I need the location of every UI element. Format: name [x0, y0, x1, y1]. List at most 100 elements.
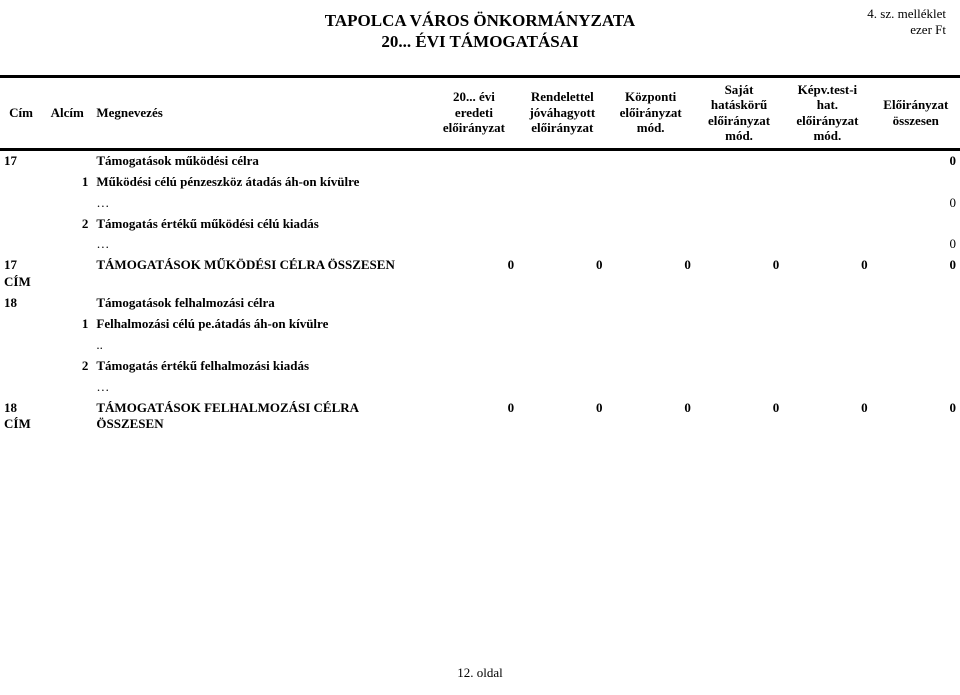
cell-value: [872, 214, 960, 235]
cell-value: [783, 335, 871, 356]
cell-alcim: [42, 398, 92, 436]
cell-value: [606, 214, 694, 235]
cell-value: [695, 193, 783, 214]
cell-value: 0: [783, 398, 871, 436]
cell-value: [695, 335, 783, 356]
attachment-line-1: 4. sz. melléklet: [867, 6, 946, 22]
cell-value: [695, 293, 783, 314]
attachment-note: 4. sz. melléklet ezer Ft: [867, 6, 946, 39]
cell-value: [518, 234, 606, 255]
cell-value: [783, 314, 871, 335]
col-header-cim: Cím: [0, 76, 42, 149]
table-header: Cím Alcím Megnevezés 20... évi eredeti e…: [0, 76, 960, 149]
cell-value: 0: [872, 234, 960, 255]
cell-cim: [0, 214, 42, 235]
table-row: …0: [0, 193, 960, 214]
cell-alcim: [42, 234, 92, 255]
col-header-c6: Előirányzat összesen: [872, 76, 960, 149]
cell-value: [872, 356, 960, 377]
cell-alcim: [42, 293, 92, 314]
cell-megnevezes: ..: [92, 335, 429, 356]
col-header-alcim: Alcím: [42, 76, 92, 149]
table-row: 2Támogatás értékű működési célú kiadás: [0, 214, 960, 235]
cell-value: [606, 356, 694, 377]
cell-cim: [0, 193, 42, 214]
cell-value: [606, 377, 694, 398]
cell-megnevezes: TÁMOGATÁSOK MŰKÖDÉSI CÉLRA ÖSSZESEN: [92, 255, 429, 293]
cell-alcim: 2: [42, 214, 92, 235]
cell-value: [872, 172, 960, 193]
attachment-line-2: ezer Ft: [867, 22, 946, 38]
cell-value: [783, 377, 871, 398]
cell-value: [430, 193, 518, 214]
cell-value: [518, 172, 606, 193]
cell-cim: [0, 314, 42, 335]
cell-value: 0: [872, 255, 960, 293]
table-row: ..: [0, 335, 960, 356]
cell-value: [430, 293, 518, 314]
cell-value: [518, 293, 606, 314]
cell-value: [872, 293, 960, 314]
data-table: Cím Alcím Megnevezés 20... évi eredeti e…: [0, 75, 960, 436]
cell-value: [872, 377, 960, 398]
table-row: 1Működési célú pénzeszköz átadás áh-on k…: [0, 172, 960, 193]
cell-value: [783, 293, 871, 314]
cell-value: [518, 335, 606, 356]
document-page: TAPOLCA VÁROS ÖNKORMÁNYZATA 20... ÉVI TÁ…: [0, 0, 960, 695]
cell-value: [606, 234, 694, 255]
table-row: 18 CÍMTÁMOGATÁSOK FELHALMOZÁSI CÉLRA ÖSS…: [0, 398, 960, 436]
cell-value: [518, 149, 606, 171]
cell-value: [695, 314, 783, 335]
cell-value: [695, 149, 783, 171]
title-block: TAPOLCA VÁROS ÖNKORMÁNYZATA 20... ÉVI TÁ…: [0, 10, 960, 53]
cell-cim: 17: [0, 149, 42, 171]
table-row: 17 CÍMTÁMOGATÁSOK MŰKÖDÉSI CÉLRA ÖSSZESE…: [0, 255, 960, 293]
cell-megnevezes: …: [92, 234, 429, 255]
cell-megnevezes: …: [92, 377, 429, 398]
table-row: 2Támogatás értékű felhalmozási kiadás: [0, 356, 960, 377]
cell-value: [518, 193, 606, 214]
cell-value: 0: [695, 255, 783, 293]
cell-megnevezes: Támogatás értékű működési célú kiadás: [92, 214, 429, 235]
cell-alcim: 2: [42, 356, 92, 377]
cell-cim: 18: [0, 293, 42, 314]
cell-value: 0: [606, 255, 694, 293]
cell-value: 0: [430, 255, 518, 293]
cell-value: [783, 356, 871, 377]
cell-cim: [0, 172, 42, 193]
cell-value: [430, 335, 518, 356]
cell-value: 0: [872, 398, 960, 436]
col-header-c5: Képv.test-i hat. előirányzat mód.: [783, 76, 871, 149]
table-row: …0: [0, 234, 960, 255]
cell-value: [695, 214, 783, 235]
cell-value: [695, 234, 783, 255]
cell-value: [518, 214, 606, 235]
cell-value: 0: [518, 398, 606, 436]
cell-value: [872, 314, 960, 335]
cell-cim: [0, 234, 42, 255]
cell-cim: 18 CÍM: [0, 398, 42, 436]
cell-value: 0: [606, 398, 694, 436]
table-row: 18Támogatások felhalmozási célra: [0, 293, 960, 314]
title-line-2: 20... ÉVI TÁMOGATÁSAI: [0, 31, 960, 52]
cell-value: [430, 149, 518, 171]
cell-megnevezes: Támogatások működési célra: [92, 149, 429, 171]
table-row: …: [0, 377, 960, 398]
cell-value: 0: [695, 398, 783, 436]
col-header-c3: Központi előirányzat mód.: [606, 76, 694, 149]
col-header-c4: Saját hatáskörű előirányzat mód.: [695, 76, 783, 149]
col-header-c2: Rendelettel jóváhagyott előirányzat: [518, 76, 606, 149]
cell-alcim: [42, 149, 92, 171]
page-number: 12. oldal: [457, 665, 503, 680]
cell-value: [518, 356, 606, 377]
cell-megnevezes: Felhalmozási célú pe.átadás áh-on kívülr…: [92, 314, 429, 335]
cell-value: 0: [430, 398, 518, 436]
cell-alcim: [42, 255, 92, 293]
cell-alcim: [42, 193, 92, 214]
cell-value: 0: [872, 149, 960, 171]
cell-value: [518, 377, 606, 398]
cell-value: [606, 149, 694, 171]
cell-value: [783, 234, 871, 255]
cell-value: [430, 172, 518, 193]
cell-megnevezes: Működési célú pénzeszköz átadás áh-on kí…: [92, 172, 429, 193]
